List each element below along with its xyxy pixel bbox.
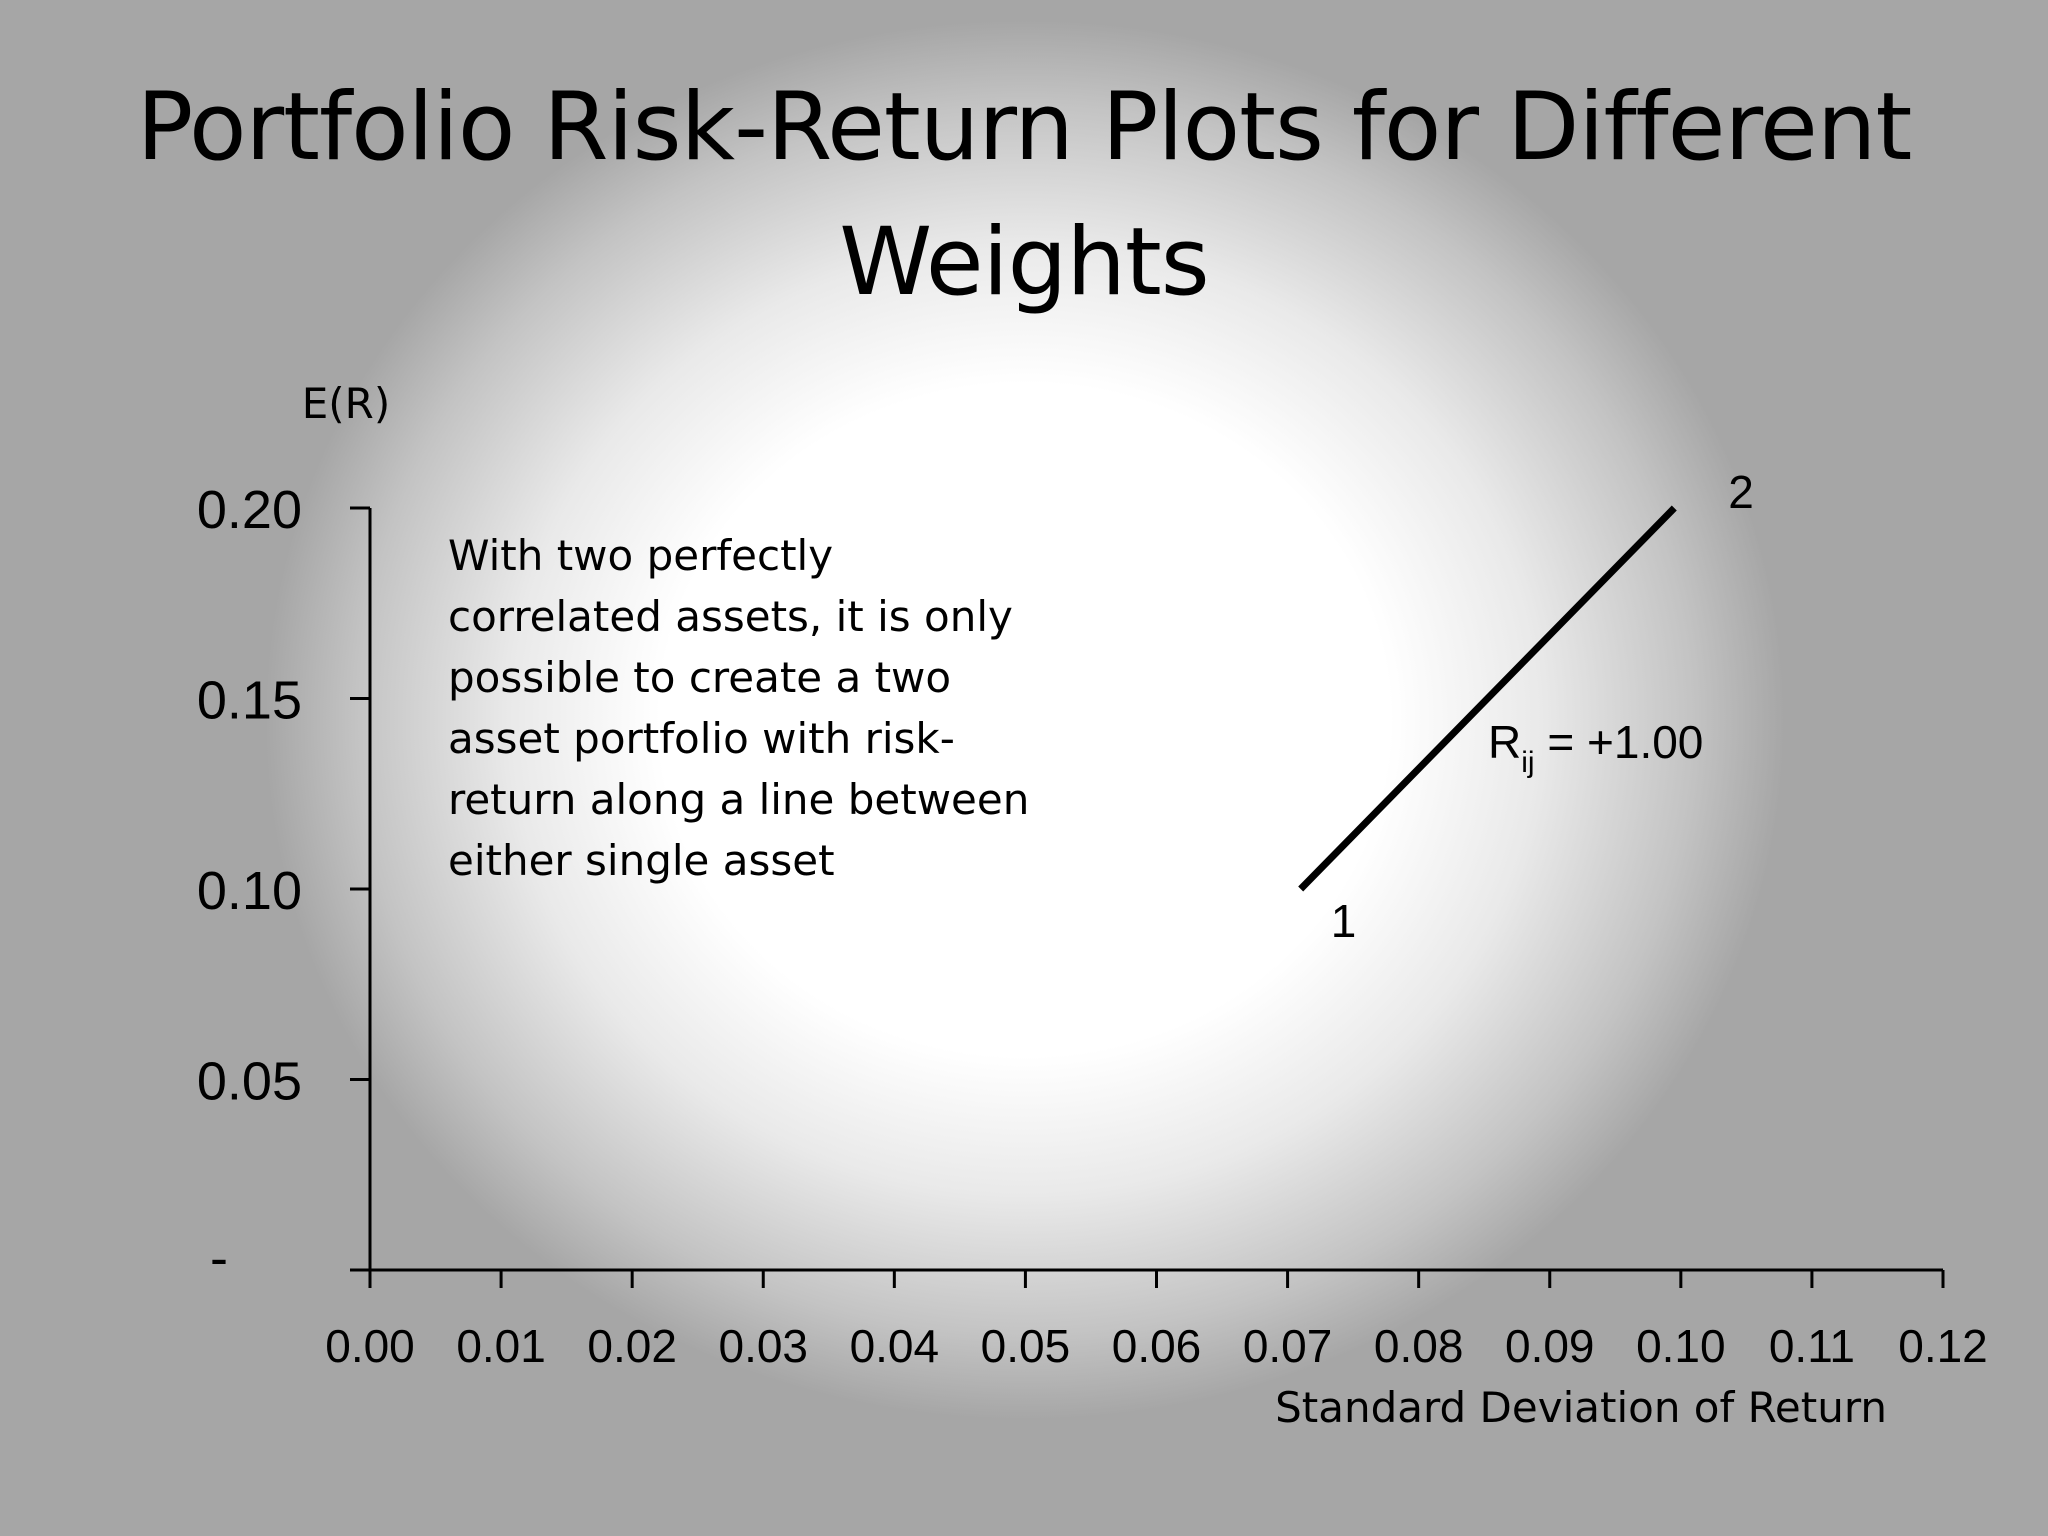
series-line <box>1298 505 1677 892</box>
x-tick-label: 0.06 <box>1112 1320 1202 1372</box>
x-tick-label: 0.08 <box>1374 1320 1464 1372</box>
x-tick-label: 0.07 <box>1243 1320 1333 1372</box>
y-tick-label: 0.20 <box>197 480 302 540</box>
y-axis-title: E(R) <box>302 379 391 428</box>
correlation-base: R <box>1488 716 1521 768</box>
y-tick-label: 0.10 <box>197 861 302 921</box>
y-axis: - 0.05 0.10 0.15 0.20 <box>197 480 372 1288</box>
y-tick-label: 0.05 <box>197 1052 302 1112</box>
x-tick-label: 0.10 <box>1636 1320 1726 1372</box>
x-axis: 0.00 0.01 0.02 0.03 0.04 0.05 0.06 0.07 0.08 0.09… <box>325 1268 1988 1372</box>
x-tick-label: 0.09 <box>1505 1320 1595 1372</box>
y-tick-label: - <box>210 1228 228 1288</box>
x-tick-label: 0.01 <box>456 1320 546 1372</box>
series-lines <box>1298 505 1677 892</box>
slide-title: Portfolio Risk-Return Plots for Differen… <box>136 73 1913 317</box>
x-tick-label: 0.12 <box>1898 1320 1988 1372</box>
annotation-text: With two perfectly correlated assets, it… <box>448 531 1030 885</box>
x-tick-label: 0.00 <box>325 1320 415 1372</box>
x-tick-label: 0.11 <box>1769 1320 1855 1372</box>
correlation-value: = +1.00 <box>1535 716 1704 768</box>
x-tick-label: 0.05 <box>981 1320 1071 1372</box>
correlation-subscript: ij <box>1521 746 1534 779</box>
correlation-label: Rij = +1.00 <box>1488 716 1703 779</box>
point-label: 2 <box>1728 466 1754 518</box>
x-tick-label: 0.03 <box>718 1320 808 1372</box>
point-label: 1 <box>1331 895 1357 947</box>
x-tick-label: 0.04 <box>850 1320 940 1372</box>
point-labels: 12 <box>1331 466 1754 947</box>
y-tick-label: 0.15 <box>197 671 302 731</box>
x-tick-label: 0.02 <box>587 1320 677 1372</box>
x-axis-title: Standard Deviation of Return <box>1275 1383 1887 1432</box>
